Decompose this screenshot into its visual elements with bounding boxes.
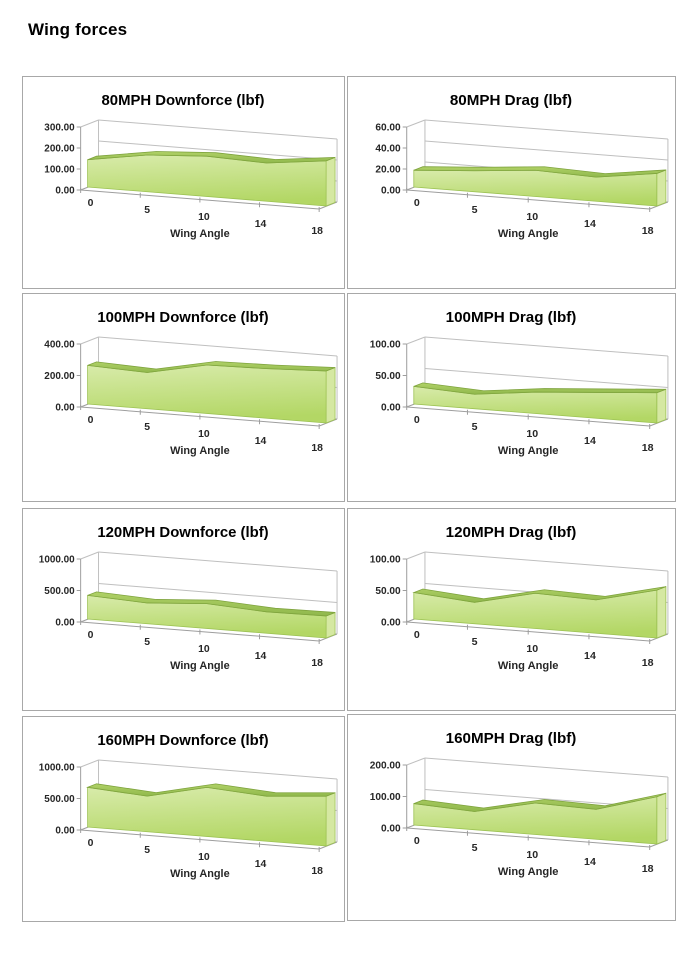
svg-text:100.00: 100.00 [44, 164, 75, 175]
page-title: Wing forces [28, 20, 128, 39]
svg-text:10: 10 [198, 212, 210, 223]
chart-120mph-drag-plot: 100.00 50.00 0.00 0 5 10 14 18 120MPH Drag (lbf)… [370, 524, 669, 672]
svg-text:500.00: 500.00 [44, 586, 75, 597]
svg-text:14: 14 [584, 650, 596, 662]
svg-text:0: 0 [88, 415, 94, 426]
svg-text:10: 10 [526, 428, 538, 440]
svg-text:Wing Angle: Wing Angle [170, 868, 230, 880]
svg-text:0.00: 0.00 [381, 403, 401, 414]
chart-100mph-downforce-plot: 400.00 200.00 0.00 0 5 10 14 18 100MPH Downforce… [44, 309, 338, 457]
svg-text:5: 5 [144, 845, 150, 856]
svg-text:80MPH Downforce (lbf): 80MPH Downforce (lbf) [102, 92, 265, 109]
svg-text:5: 5 [144, 205, 150, 216]
svg-text:10: 10 [526, 849, 538, 861]
svg-text:5: 5 [472, 204, 478, 216]
svg-text:0.00: 0.00 [381, 186, 401, 197]
svg-text:200.00: 200.00 [44, 143, 75, 154]
svg-text:400.00: 400.00 [44, 339, 75, 350]
svg-text:0: 0 [88, 838, 94, 849]
svg-text:10: 10 [526, 211, 538, 223]
svg-text:18: 18 [642, 863, 654, 875]
chart-120mph-downforce: 1000.00 500.00 0.00 0 5 10 14 18 120MPH Downforc… [22, 508, 345, 711]
svg-text:100MPH Downforce (lbf): 100MPH Downforce (lbf) [97, 309, 268, 326]
svg-text:120MPH Downforce (lbf): 120MPH Downforce (lbf) [97, 524, 268, 541]
svg-text:18: 18 [311, 226, 323, 237]
svg-text:0: 0 [414, 629, 420, 641]
chart-100mph-drag: 100.00 50.00 0.00 0 5 10 14 18 100MPH Drag (lbf)… [347, 293, 676, 502]
chart-160mph-drag-plot: 200.00 100.00 0.00 0 5 10 14 18 160MPH Drag (lbf… [370, 730, 669, 878]
svg-text:0: 0 [88, 630, 94, 641]
svg-text:100.00: 100.00 [370, 555, 401, 566]
svg-text:14: 14 [255, 219, 267, 230]
svg-text:Wing Angle: Wing Angle [498, 228, 559, 240]
chart-160mph-downforce-plot: 1000.00 500.00 0.00 0 5 10 14 18 160MPH Downforc… [39, 732, 338, 880]
svg-text:160MPH Drag (lbf): 160MPH Drag (lbf) [446, 730, 577, 747]
svg-text:160MPH Downforce (lbf): 160MPH Downforce (lbf) [97, 732, 268, 749]
chart-160mph-drag: 200.00 100.00 0.00 0 5 10 14 18 160MPH Drag (lbf… [347, 714, 676, 921]
svg-text:100.00: 100.00 [370, 340, 401, 351]
svg-text:Wing Angle: Wing Angle [170, 228, 230, 240]
svg-text:300.00: 300.00 [44, 122, 75, 133]
svg-text:10: 10 [198, 429, 210, 440]
svg-text:100MPH Drag (lbf): 100MPH Drag (lbf) [446, 309, 577, 326]
chart-100mph-drag-plot: 100.00 50.00 0.00 0 5 10 14 18 100MPH Drag (lbf)… [370, 309, 669, 457]
svg-text:Wing Angle: Wing Angle [498, 660, 559, 672]
svg-text:18: 18 [311, 443, 323, 454]
svg-text:Wing Angle: Wing Angle [498, 866, 559, 878]
svg-text:120MPH Drag (lbf): 120MPH Drag (lbf) [446, 524, 577, 541]
svg-text:5: 5 [472, 636, 478, 648]
svg-text:5: 5 [144, 637, 150, 648]
svg-text:0.00: 0.00 [381, 824, 401, 835]
chart-80mph-drag-plot: 60.00 40.00 20.00 0.00 0 5 10 14 18 80MPH Drag (l… [375, 92, 669, 240]
svg-text:200.00: 200.00 [44, 371, 75, 382]
svg-text:50.00: 50.00 [375, 586, 401, 597]
svg-text:14: 14 [584, 218, 596, 230]
svg-text:0: 0 [88, 198, 94, 209]
chart-120mph-downforce-plot: 1000.00 500.00 0.00 0 5 10 14 18 120MPH Downforc… [39, 524, 338, 672]
chart-80mph-downforce: 300.00 200.00 100.00 0.00 0 5 10 14 18 80MPH Down… [22, 76, 345, 289]
svg-text:18: 18 [642, 657, 654, 669]
chart-80mph-drag: 60.00 40.00 20.00 0.00 0 5 10 14 18 80MPH Drag (l… [347, 76, 676, 289]
svg-text:0.00: 0.00 [55, 617, 75, 628]
svg-text:0.00: 0.00 [381, 618, 401, 629]
svg-text:200.00: 200.00 [370, 761, 401, 772]
chart-100mph-downforce: 400.00 200.00 0.00 0 5 10 14 18 100MPH Downforce… [22, 293, 345, 502]
svg-text:18: 18 [311, 866, 323, 877]
svg-text:60.00: 60.00 [375, 123, 401, 134]
svg-text:10: 10 [526, 643, 538, 655]
svg-text:14: 14 [255, 436, 267, 447]
svg-text:Wing Angle: Wing Angle [498, 445, 559, 457]
svg-text:5: 5 [144, 422, 150, 433]
svg-text:18: 18 [311, 658, 323, 669]
svg-text:5: 5 [472, 421, 478, 433]
svg-text:14: 14 [255, 651, 267, 662]
svg-text:20.00: 20.00 [375, 165, 401, 176]
svg-text:0: 0 [414, 414, 420, 426]
svg-text:40.00: 40.00 [375, 144, 401, 155]
svg-text:14: 14 [584, 435, 596, 447]
svg-text:Wing Angle: Wing Angle [170, 445, 230, 457]
svg-text:18: 18 [642, 442, 654, 454]
svg-text:0.00: 0.00 [55, 825, 75, 836]
svg-text:500.00: 500.00 [44, 794, 75, 805]
svg-text:0: 0 [414, 197, 420, 209]
svg-text:1000.00: 1000.00 [39, 762, 75, 773]
svg-text:0.00: 0.00 [55, 185, 75, 196]
svg-text:14: 14 [255, 859, 267, 870]
svg-text:0: 0 [414, 835, 420, 847]
svg-text:10: 10 [198, 852, 210, 863]
chart-80mph-downforce-plot: 300.00 200.00 100.00 0.00 0 5 10 14 18 80MPH Down… [44, 92, 338, 240]
svg-text:100.00: 100.00 [370, 792, 401, 803]
svg-text:10: 10 [198, 644, 210, 655]
chart-120mph-drag: 100.00 50.00 0.00 0 5 10 14 18 120MPH Drag (lbf)… [347, 508, 676, 711]
svg-text:80MPH Drag (lbf): 80MPH Drag (lbf) [450, 92, 572, 109]
svg-text:5: 5 [472, 842, 478, 854]
svg-text:50.00: 50.00 [375, 371, 401, 382]
svg-text:18: 18 [642, 225, 654, 237]
svg-text:0.00: 0.00 [55, 402, 75, 413]
chart-160mph-downforce: 1000.00 500.00 0.00 0 5 10 14 18 160MPH Downforc… [22, 716, 345, 922]
svg-text:1000.00: 1000.00 [39, 554, 75, 565]
svg-text:14: 14 [584, 856, 596, 868]
svg-text:Wing Angle: Wing Angle [170, 660, 230, 672]
